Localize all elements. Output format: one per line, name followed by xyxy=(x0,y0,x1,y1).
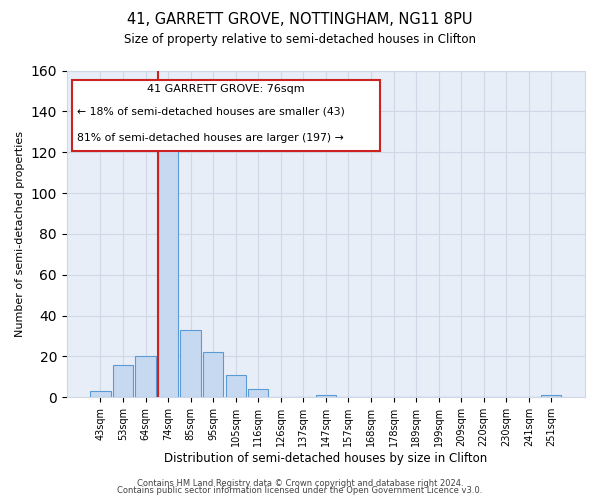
Text: Size of property relative to semi-detached houses in Clifton: Size of property relative to semi-detach… xyxy=(124,32,476,46)
Text: Contains public sector information licensed under the Open Government Licence v3: Contains public sector information licen… xyxy=(118,486,482,495)
X-axis label: Distribution of semi-detached houses by size in Clifton: Distribution of semi-detached houses by … xyxy=(164,452,488,465)
Bar xyxy=(136,356,156,398)
FancyBboxPatch shape xyxy=(72,80,380,150)
Bar xyxy=(158,126,178,398)
Y-axis label: Number of semi-detached properties: Number of semi-detached properties xyxy=(15,131,25,337)
Bar xyxy=(113,364,133,398)
Text: 81% of semi-detached houses are larger (197) →: 81% of semi-detached houses are larger (… xyxy=(77,133,344,143)
Bar xyxy=(203,352,223,398)
Bar xyxy=(541,396,562,398)
Text: 41, GARRETT GROVE, NOTTINGHAM, NG11 8PU: 41, GARRETT GROVE, NOTTINGHAM, NG11 8PU xyxy=(127,12,473,28)
Bar xyxy=(181,330,201,398)
Text: 41 GARRETT GROVE: 76sqm: 41 GARRETT GROVE: 76sqm xyxy=(148,84,305,94)
Text: ← 18% of semi-detached houses are smaller (43): ← 18% of semi-detached houses are smalle… xyxy=(77,107,345,117)
Bar xyxy=(226,375,246,398)
Bar xyxy=(248,389,268,398)
Text: Contains HM Land Registry data © Crown copyright and database right 2024.: Contains HM Land Registry data © Crown c… xyxy=(137,478,463,488)
Bar xyxy=(316,396,336,398)
Bar xyxy=(91,391,110,398)
